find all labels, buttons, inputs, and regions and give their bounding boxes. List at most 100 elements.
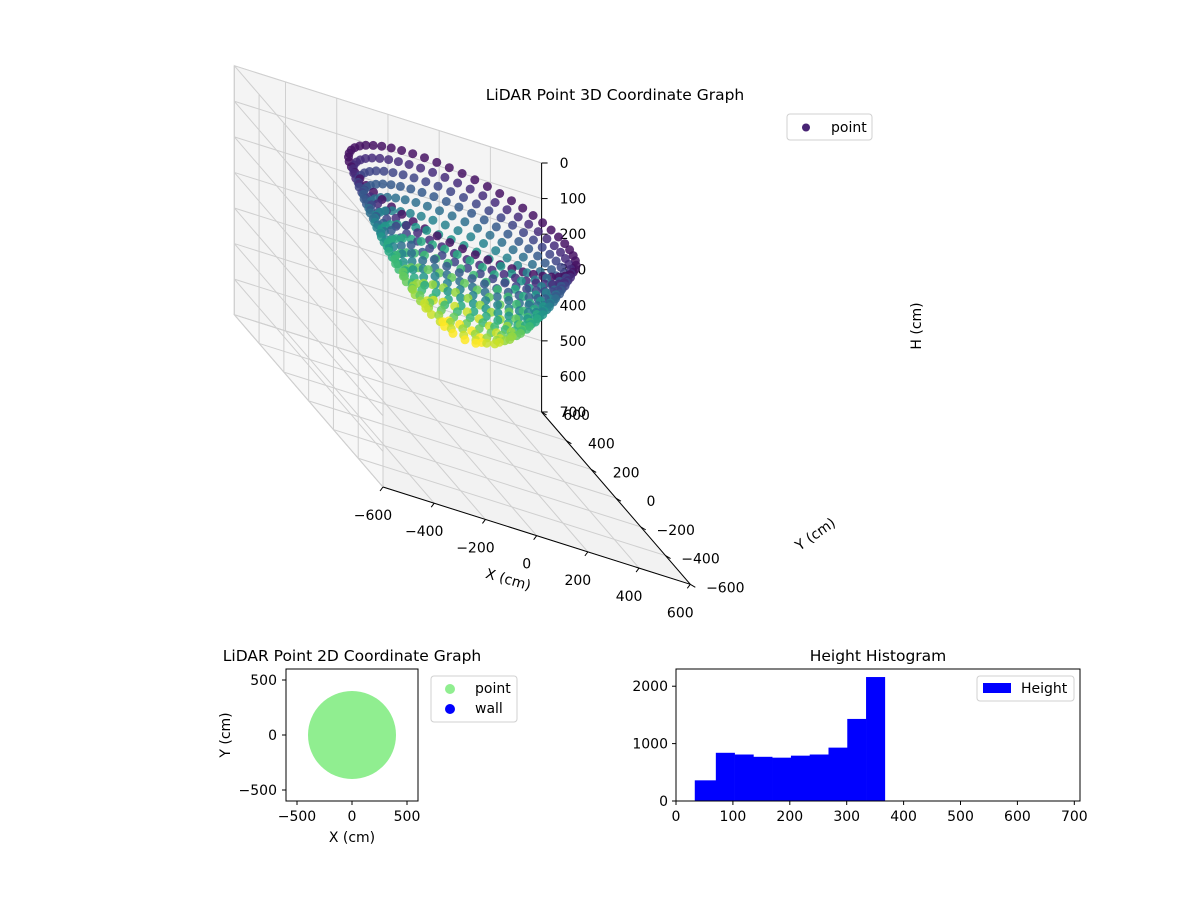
chart-histogram-ticks: 0 100 200 300 400 500 600 700 0 1000 2000: [632, 679, 1087, 825]
chart-histogram-bar: [772, 757, 792, 801]
chart-3d-point: [508, 245, 518, 255]
chart-2d-legend-marker-wall: [445, 704, 455, 714]
chart-3d-point: [519, 228, 528, 238]
chart-3d-point: [454, 268, 464, 278]
chart-3d-y-tick: [640, 526, 646, 531]
chart-3d-point: [488, 274, 498, 284]
chart-3d-gridline-y: [308, 400, 617, 499]
chart-3d-y-tick: [665, 555, 671, 560]
chart-3d-gridline-z: [233, 278, 384, 452]
chart-histogram-title: Height Histogram: [810, 647, 947, 665]
chart-3d-y-tick: [615, 497, 622, 502]
chart-3d-x-tick: [635, 567, 640, 573]
chart-3d-x-tick-label: 0: [522, 557, 531, 573]
chart-histogram-bar: [847, 718, 867, 801]
chart-3d-point: [429, 192, 439, 202]
chart-3d-x-tick-label: −400: [405, 524, 443, 540]
chart-3d-point: [386, 225, 396, 235]
chart-2d-y-tick-label: 0: [268, 728, 277, 744]
chart-3d-point: [409, 173, 419, 183]
chart-3d-point: [524, 244, 534, 254]
chart-3d-point: [417, 187, 427, 197]
chart-3d-x-tick: [686, 583, 691, 589]
chart-3d-point: [467, 208, 477, 218]
chart-histogram-legend: Height: [976, 675, 1075, 702]
chart-3d-point: [388, 168, 398, 178]
chart-3d-gridline-z: [233, 243, 384, 417]
chart-3d-point: [482, 338, 492, 348]
chart-3d-point: [454, 202, 464, 212]
chart-3d-point: [422, 225, 432, 235]
chart-3d-point: [533, 251, 543, 261]
chart-3d-legend-label: point: [831, 120, 867, 136]
chart-3d-points: [344, 140, 581, 349]
chart-histogram-bars: [694, 677, 886, 801]
chart-histogram-y-tick-label: 0: [659, 794, 668, 810]
chart-3d-y-tick: [566, 440, 572, 445]
chart-histogram-y-tick-label: 1000: [632, 737, 668, 753]
chart-3d-point: [460, 335, 470, 345]
chart-3d-gridline-z: [233, 172, 384, 346]
chart-3d-point: [421, 303, 431, 313]
chart-3d-point: [514, 237, 524, 246]
chart-3d-ylabel: Y (cm): [792, 515, 839, 555]
chart-3d-x-tick-label: 200: [564, 573, 591, 589]
chart-3d-point: [398, 170, 408, 180]
chart-3d-point: [497, 237, 507, 247]
chart-3d-legend: point: [786, 113, 873, 141]
chart-2d-x-tick-label: 0: [348, 809, 357, 825]
chart-3d-gridline-z: [234, 314, 542, 413]
chart-3d-point: [456, 293, 466, 303]
chart-3d-point: [551, 256, 561, 266]
chart-3d-point: [445, 238, 455, 247]
chart-histogram-x-tick-label: 0: [672, 809, 681, 825]
chart-3d-gridline-y: [258, 342, 567, 442]
chart-3d-point: [485, 230, 495, 240]
chart-3d-point: [491, 222, 501, 232]
chart-histogram-x-tick-label: 400: [890, 809, 917, 825]
chart-3d-point: [446, 187, 456, 197]
chart-3d-x-tick-label: −600: [354, 508, 392, 524]
chart-3d-point: [432, 231, 442, 241]
chart-3d-z-tick-label: 500: [560, 334, 587, 350]
chart-histogram-x-tick-label: 100: [720, 809, 747, 825]
chart-3d-point: [500, 278, 510, 288]
chart-3d-point: [460, 217, 470, 227]
chart-3d-gridline-z: [233, 314, 384, 488]
chart-3d-x-tick-label: 600: [667, 605, 694, 621]
chart-3d-z-tick-label: 200: [560, 227, 587, 243]
chart-3d-point: [478, 191, 488, 201]
chart-3d-point: [471, 338, 481, 348]
chart-3d-point: [504, 295, 514, 305]
chart-3d-point: [405, 208, 415, 218]
chart-3d-point: [522, 284, 532, 294]
chart-3d-point: [406, 184, 416, 194]
chart-3d-gridlines: [233, 65, 691, 585]
chart-3d-gridline-z: [233, 207, 384, 381]
chart-3d-point: [495, 189, 505, 198]
chart-3d-point: [496, 213, 506, 223]
chart-3d-point: [490, 339, 500, 349]
chart-3d-point: [457, 169, 467, 178]
chart-3d-point: [411, 198, 421, 207]
chart-3d-point: [483, 255, 493, 265]
chart-2d-point: [368, 754, 380, 767]
chart-3d-point: [407, 248, 416, 258]
chart-histogram-bar: [828, 747, 848, 801]
chart-3d-point: [368, 140, 378, 150]
chart-3d-legend-marker: [802, 123, 810, 132]
chart-3d-point: [413, 228, 423, 238]
chart-3d-point: [453, 226, 463, 236]
chart-3d-gridline-z: [233, 65, 384, 239]
chart-3d-point: [421, 177, 431, 187]
chart-2d-legend-label-point: point: [475, 681, 511, 697]
chart-3d-point: [391, 193, 401, 203]
chart-3d-point: [560, 239, 570, 249]
chart-2d-points: [308, 691, 396, 779]
chart-3d-point: [533, 227, 543, 237]
chart-3d-title: LiDAR Point 3D Coordinate Graph: [486, 86, 744, 104]
chart-3d-point: [518, 203, 528, 213]
chart-3d-point: [545, 249, 555, 259]
chart-3d-point: [428, 280, 438, 290]
